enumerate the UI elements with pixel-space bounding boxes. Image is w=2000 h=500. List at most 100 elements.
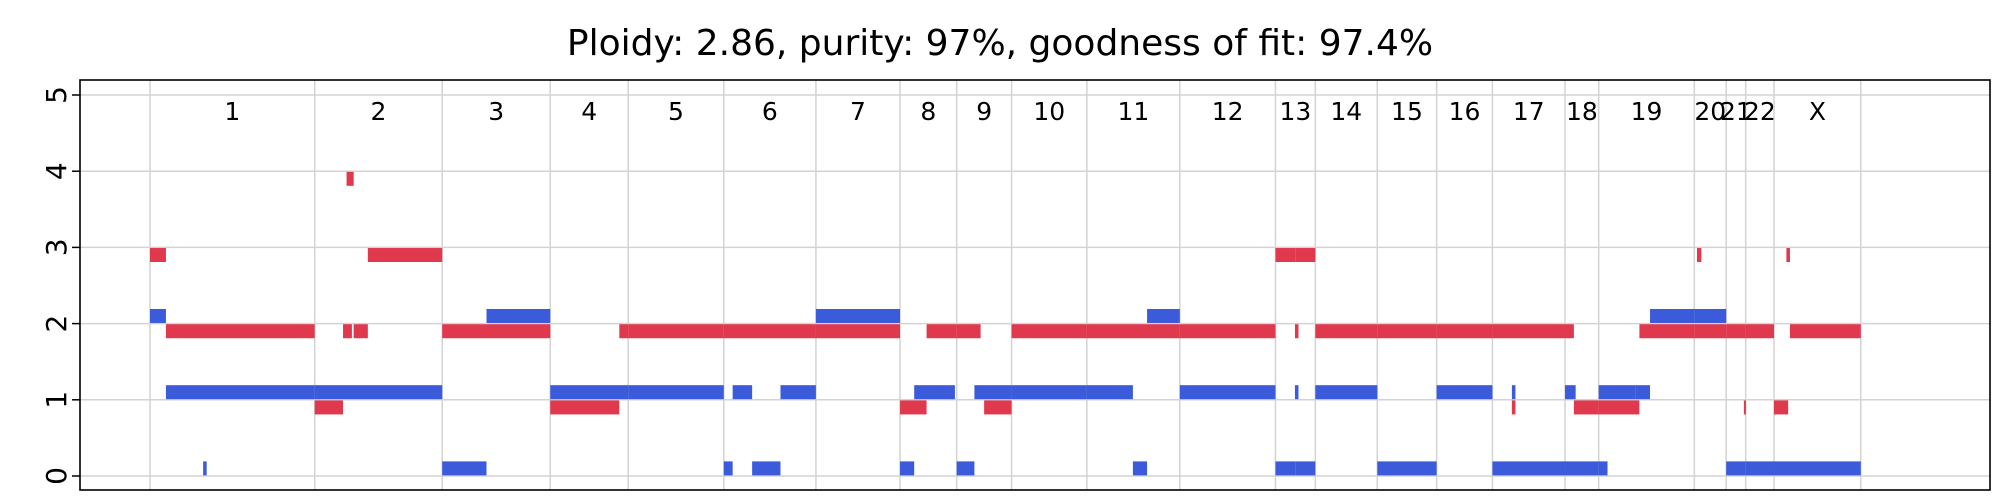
chromosome-label: 21 — [1720, 97, 1752, 126]
cn-segment — [1694, 324, 1727, 339]
cn-segment — [1492, 461, 1566, 476]
chromosome-label: 13 — [1279, 97, 1311, 126]
cn-segment — [150, 308, 166, 323]
cn-segment — [723, 324, 816, 339]
chromosome-label: X — [1809, 97, 1826, 126]
chromosome-label: 22 — [1744, 97, 1776, 126]
chromosome-label: 17 — [1513, 97, 1545, 126]
chromosome-label: 8 — [920, 97, 936, 126]
cn-segment — [1011, 324, 1087, 339]
cn-segment — [150, 248, 166, 263]
chromosome-label: 15 — [1391, 97, 1423, 126]
cn-segment — [442, 461, 487, 476]
cn-segment — [1294, 324, 1299, 339]
cn-segment — [1635, 385, 1651, 400]
cn-segment — [1745, 324, 1775, 339]
cn-segment — [1565, 461, 1599, 476]
chart-title: Ploidy: 2.86, purity: 97%, goodness of f… — [567, 23, 1433, 64]
cn-segment — [1147, 308, 1180, 323]
cn-segment — [1774, 461, 1861, 476]
cn-segment — [1179, 324, 1276, 339]
chromosome-label: 10 — [1033, 97, 1065, 126]
y-axis-ticks: 0 1 2 3 4 5 — [40, 86, 80, 485]
cn-segment — [1275, 248, 1296, 263]
cn-segment — [442, 324, 551, 339]
cn-segment — [1745, 461, 1775, 476]
cn-segment — [1598, 461, 1608, 476]
cn-segment — [926, 324, 957, 339]
cn-segment — [1726, 324, 1746, 339]
cn-segment — [353, 324, 368, 339]
cn-segment — [956, 324, 981, 339]
cn-segment — [914, 385, 955, 400]
cn-segment — [1786, 248, 1790, 263]
cn-segment — [1294, 385, 1299, 400]
cn-segment — [1436, 324, 1493, 339]
cn-segment — [343, 324, 352, 339]
chromosome-label: 19 — [1631, 97, 1663, 126]
cn-segment — [1511, 385, 1516, 400]
cn-segment — [314, 385, 443, 400]
chromosome-label: 2 — [371, 97, 387, 126]
chromosome-label: 20 — [1694, 97, 1726, 126]
cn-segment — [550, 400, 620, 415]
cn-segment — [1694, 308, 1727, 323]
cn-segment — [1436, 385, 1493, 400]
cn-segment — [1774, 400, 1789, 415]
cn-segment — [628, 385, 724, 400]
grid — [80, 94, 1990, 477]
cn-segment — [815, 324, 901, 339]
chromosome-label: 12 — [1212, 97, 1244, 126]
cn-segment — [723, 461, 733, 476]
cn-segment — [203, 461, 207, 476]
plot-frame — [79, 79, 1991, 491]
cn-segment — [780, 385, 816, 400]
chromosome-label: 9 — [976, 97, 992, 126]
cn-segment — [1573, 400, 1599, 415]
cn-segment — [1743, 400, 1746, 415]
chromosome-label: 4 — [581, 97, 597, 126]
cn-segment — [165, 385, 315, 400]
cn-segment — [1275, 461, 1296, 476]
cn-segment — [1086, 385, 1133, 400]
cn-segment — [1726, 461, 1746, 476]
chromosome-separators — [149, 80, 1862, 490]
cn-segment — [1295, 461, 1316, 476]
cn-segment — [346, 171, 354, 186]
cn-segment — [1295, 248, 1316, 263]
cn-segment — [1377, 461, 1437, 476]
chromosome-label: 3 — [488, 97, 504, 126]
cn-segment — [1179, 385, 1276, 400]
y-tick-label: 0 — [40, 467, 73, 485]
cn-segment — [367, 248, 443, 263]
cn-segment — [900, 400, 927, 415]
chromosome-label: 16 — [1449, 97, 1481, 126]
chromosome-label: 6 — [762, 97, 778, 126]
cn-segment — [1011, 385, 1087, 400]
cn-segment — [1565, 385, 1576, 400]
cn-segment — [1086, 324, 1180, 339]
cn-segment — [1315, 324, 1378, 339]
cn-segment — [956, 461, 975, 476]
cn-segment — [1639, 324, 1695, 339]
segments — [150, 171, 1861, 476]
cn-segment — [900, 461, 915, 476]
chromosome-label: 14 — [1330, 97, 1362, 126]
cn-segment — [486, 308, 551, 323]
cn-segment — [984, 400, 1012, 415]
cn-segment — [1377, 324, 1437, 339]
y-tick-label: 3 — [40, 238, 73, 256]
chromosome-label: 7 — [850, 97, 866, 126]
chromosome-label: 1 — [224, 97, 240, 126]
cn-segment — [732, 385, 753, 400]
cn-segment — [1696, 248, 1702, 263]
y-tick-label: 4 — [40, 162, 73, 180]
cn-segment — [628, 324, 724, 339]
chromosome-label: 18 — [1566, 97, 1598, 126]
cn-segment — [1650, 308, 1695, 323]
cn-segment — [314, 400, 344, 415]
cn-segment — [752, 461, 781, 476]
cn-segment — [1598, 400, 1640, 415]
